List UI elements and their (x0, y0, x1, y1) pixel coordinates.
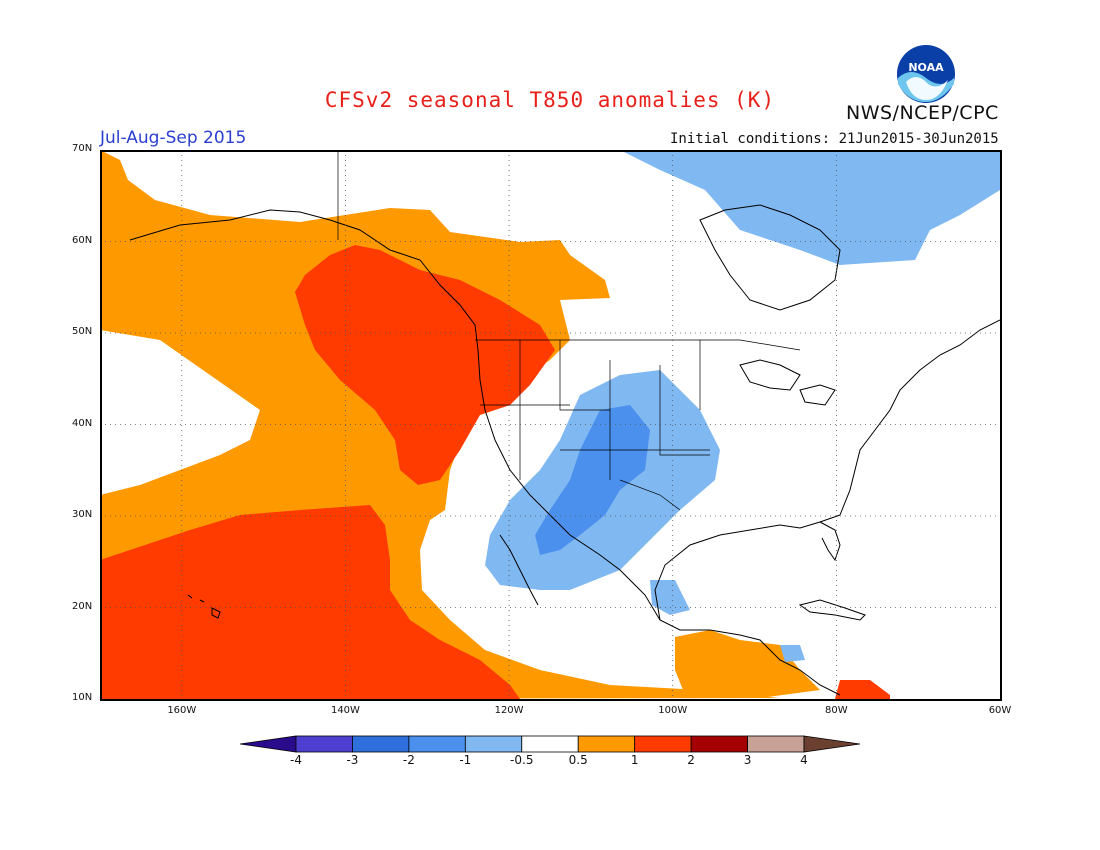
gridlines (100, 150, 1000, 699)
colorbar-label: -3 (346, 753, 359, 767)
colorbar-label: -2 (402, 753, 415, 767)
anomaly-map (100, 150, 1000, 699)
lat-tick-label: 40N (72, 417, 93, 429)
colorbar-segment (634, 735, 692, 753)
lon-tick-label: 100W (658, 705, 688, 716)
colorbar-label: 4 (800, 753, 808, 767)
colorbar-segment (577, 735, 636, 753)
colorbar-label: 3 (743, 753, 752, 767)
lon-tick-label: 120W (494, 705, 524, 716)
lon-tick-label: 80W (825, 705, 848, 716)
political-borders (337, 150, 801, 511)
colorbar-segment (464, 735, 523, 753)
lon-tick-label: 140W (330, 705, 360, 716)
lat-tick-label: 30N (72, 509, 93, 520)
colorbar-segment (352, 735, 410, 753)
chart-title: CFSv2 seasonal T850 anomalies (K) (324, 88, 776, 112)
initial-conditions-label: Initial conditions: 21Jun2015-30Jun2015 (670, 131, 999, 147)
season-label: Jul-Aug-Sep 2015 (100, 128, 247, 148)
colorbar-label: 0.5 (568, 753, 588, 767)
agency-label: NWS/NCEP/CPC (846, 102, 999, 124)
lon-tick-label: 160W (167, 705, 197, 716)
colorbar-segment (521, 735, 579, 753)
colorbar-label: -1 (459, 753, 472, 767)
colorbar-label: -4 (290, 753, 302, 767)
anomaly-region-negative-moderate (535, 405, 650, 555)
colorbar-segment (690, 735, 748, 753)
colorbar-segment (747, 735, 805, 753)
colorbar-label: 1 (630, 753, 639, 767)
coastlines (129, 204, 1000, 696)
noaa-logo: NOAA (897, 45, 955, 103)
noaa-logo-text: NOAA (908, 61, 944, 74)
lat-tick-label: 60N (72, 234, 93, 246)
colorbar-label: -0.5 (510, 753, 534, 767)
lon-tick-label: 60W (988, 705, 1012, 716)
colorbar-segment (408, 735, 466, 753)
lat-tick-label: 20N (72, 600, 93, 612)
colorbar-segment (240, 735, 297, 753)
colorbar-segment (803, 735, 860, 753)
colorbar (240, 735, 860, 753)
colorbar-label: 2 (687, 753, 695, 767)
anomaly-region-positive-strong (100, 245, 890, 699)
lat-tick-label: 50N (72, 326, 93, 337)
lat-tick-label: 70N (72, 143, 93, 154)
lat-tick-label: 10N (72, 692, 93, 703)
colorbar-segment (295, 735, 353, 753)
